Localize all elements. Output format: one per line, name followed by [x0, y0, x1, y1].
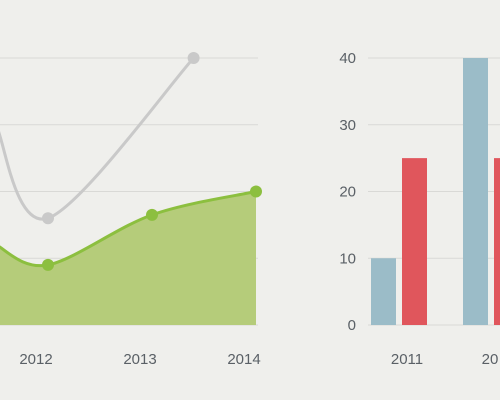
right-chart-bars: [371, 58, 500, 325]
right-y-tick-label: 20: [339, 184, 356, 201]
left-x-tick-label: 2013: [123, 351, 156, 368]
bar-2011-series-2: [402, 158, 427, 325]
left-chart-x-tick-labels: 2012 2013 2014: [19, 351, 260, 368]
right-chart-x-tick-labels: 2011 20: [391, 351, 498, 368]
gray-line-point: [187, 52, 200, 64]
right-x-tick-label: 2011: [391, 351, 423, 368]
gray-line-line: [0, 56, 196, 221]
right-y-tick-label: 30: [339, 117, 356, 134]
green-area-line: [0, 190, 258, 268]
left-chart-points: [42, 52, 262, 271]
gray-line-point: [42, 212, 54, 225]
right-chart-y-tick-labels: 0 10 20 30 40: [339, 50, 356, 334]
left-x-tick-label: 2014: [227, 351, 260, 368]
green-area-point: [250, 185, 262, 198]
left-x-tick-label: 2012: [19, 351, 52, 368]
green-area-point: [42, 258, 54, 271]
right-y-tick-label: 0: [348, 317, 356, 334]
right-x-tick-label: 20: [482, 351, 499, 368]
bar-2011-series-1: [371, 258, 396, 325]
right-y-tick-label: 40: [339, 50, 356, 67]
right-y-tick-label: 10: [339, 250, 356, 267]
green-area-point: [146, 208, 158, 221]
left-chart-area-series: [0, 191, 256, 325]
green-area-fill: [0, 191, 256, 325]
bar-20-series-2: [494, 158, 500, 325]
bar-20-series-1: [463, 58, 488, 325]
